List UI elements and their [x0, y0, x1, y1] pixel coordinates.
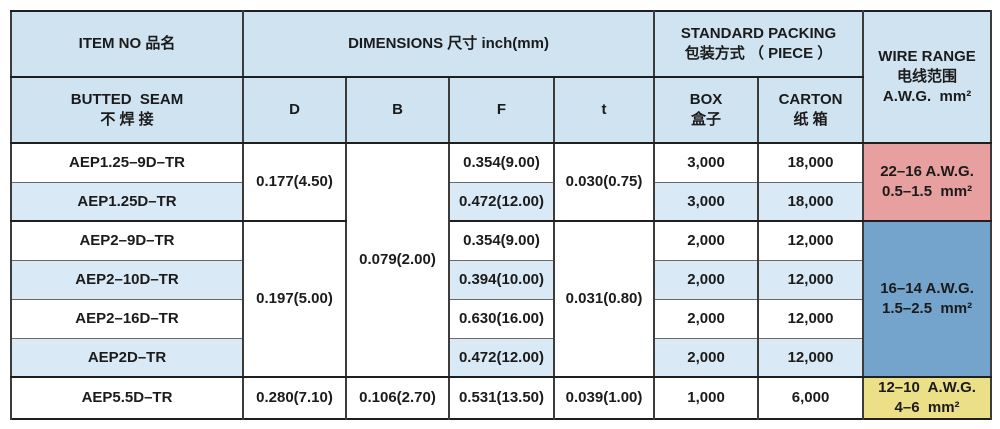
dim-t-cell: 0.039(1.00): [552, 376, 656, 420]
header-box: BOX 盒子: [653, 76, 760, 144]
box-qty-cell: 2,000: [653, 220, 760, 261]
header-col-b: B: [345, 76, 450, 144]
header-box-line1: BOX: [689, 91, 723, 108]
header-box-line2: 盒子: [691, 111, 722, 128]
box-qty-cell: 3,000: [653, 142, 760, 183]
item-name-cell: AEP2–9D–TR: [10, 220, 244, 261]
box-qty-cell: 2,000: [653, 259, 760, 300]
wire-range-awg: 12–10 A.W.G.: [878, 379, 976, 396]
item-name-cell: AEP2–10D–TR: [10, 259, 244, 300]
spec-table: ITEM NO 品名 DIMENSIONS 尺寸 inch(mm) STANDA…: [10, 10, 993, 420]
item-name-cell: AEP2D–TR: [10, 337, 244, 378]
dim-f-cell: 0.630(16.00): [448, 298, 555, 339]
header-butted-seam-line2: 不 焊 接: [100, 111, 154, 128]
dim-d-cell: 0.280(7.10): [242, 376, 347, 420]
item-name-cell: AEP1.25D–TR: [10, 181, 244, 222]
dim-b-cell: 0.079(2.00): [345, 142, 450, 378]
box-qty-cell: 1,000: [653, 376, 760, 420]
carton-qty-cell: 12,000: [757, 259, 865, 300]
header-butted-seam-line1: BUTTED SEAM: [70, 91, 184, 108]
carton-qty-cell: 12,000: [757, 220, 865, 261]
carton-qty-cell: 18,000: [757, 142, 865, 183]
header-wire-range-line2: 电线范围: [897, 68, 958, 85]
wire-range-mm: 1.5–2.5 mm²: [882, 300, 973, 317]
header-standard-packing: STANDARD PACKING 包装方式 （ PIECE ）: [653, 10, 865, 78]
header-wire-range-line1: WIRE RANGE: [878, 48, 976, 65]
wire-range-cell-yellow: 12–10 A.W.G. 4–6 mm²: [862, 376, 993, 420]
header-standard-packing-line1: STANDARD PACKING: [680, 25, 837, 42]
wire-range-mm: 4–6 mm²: [894, 399, 960, 416]
carton-qty-cell: 12,000: [757, 298, 865, 339]
item-name-cell: AEP5.5D–TR: [10, 376, 244, 420]
header-wire-range-line3: A.W.G. mm²: [882, 88, 972, 105]
dim-f-cell: 0.531(13.50): [448, 376, 555, 420]
header-butted-seam: BUTTED SEAM 不 焊 接: [10, 76, 244, 144]
carton-qty-cell: 18,000: [757, 181, 865, 222]
header-carton-line1: CARTON: [778, 91, 843, 108]
wire-range-awg: 22–16 A.W.G.: [880, 163, 974, 180]
dim-b-cell: 0.106(2.70): [345, 376, 450, 420]
wire-range-awg: 16–14 A.W.G.: [880, 280, 974, 297]
box-qty-cell: 3,000: [653, 181, 760, 222]
header-carton-line2: 纸 箱: [793, 111, 828, 128]
header-col-d: D: [242, 76, 347, 144]
dim-f-cell: 0.354(9.00): [448, 220, 555, 261]
item-name-cell: AEP1.25–9D–TR: [10, 142, 244, 183]
dim-f-cell: 0.354(9.00): [448, 142, 555, 183]
dim-t-cell: 0.031(0.80): [552, 220, 656, 378]
header-carton: CARTON 纸 箱: [757, 76, 865, 144]
carton-qty-cell: 6,000: [757, 376, 865, 420]
wire-range-mm: 0.5–1.5 mm²: [882, 183, 973, 200]
header-col-f: F: [448, 76, 555, 144]
dim-f-cell: 0.472(12.00): [448, 337, 555, 378]
carton-qty-cell: 12,000: [757, 337, 865, 378]
header-wire-range: WIRE RANGE 电线范围 A.W.G. mm²: [862, 10, 993, 144]
header-col-t: t: [552, 76, 656, 144]
dim-d-cell: 0.177(4.50): [242, 142, 347, 222]
box-qty-cell: 2,000: [653, 298, 760, 339]
item-name-cell: AEP2–16D–TR: [10, 298, 244, 339]
header-standard-packing-line2: 包装方式 （ PIECE ）: [684, 45, 833, 62]
dim-f-cell: 0.394(10.00): [448, 259, 555, 300]
header-dimensions: DIMENSIONS 尺寸 inch(mm): [241, 10, 656, 78]
dim-t-cell: 0.030(0.75): [552, 142, 656, 222]
header-item-no: ITEM NO 品名: [10, 10, 244, 78]
dim-f-cell: 0.472(12.00): [448, 181, 555, 222]
box-qty-cell: 2,000: [653, 337, 760, 378]
wire-range-cell-red: 22–16 A.W.G. 0.5–1.5 mm²: [862, 142, 993, 222]
wire-range-cell-blue: 16–14 A.W.G. 1.5–2.5 mm²: [862, 220, 993, 378]
dim-d-cell: 0.197(5.00): [242, 220, 347, 378]
